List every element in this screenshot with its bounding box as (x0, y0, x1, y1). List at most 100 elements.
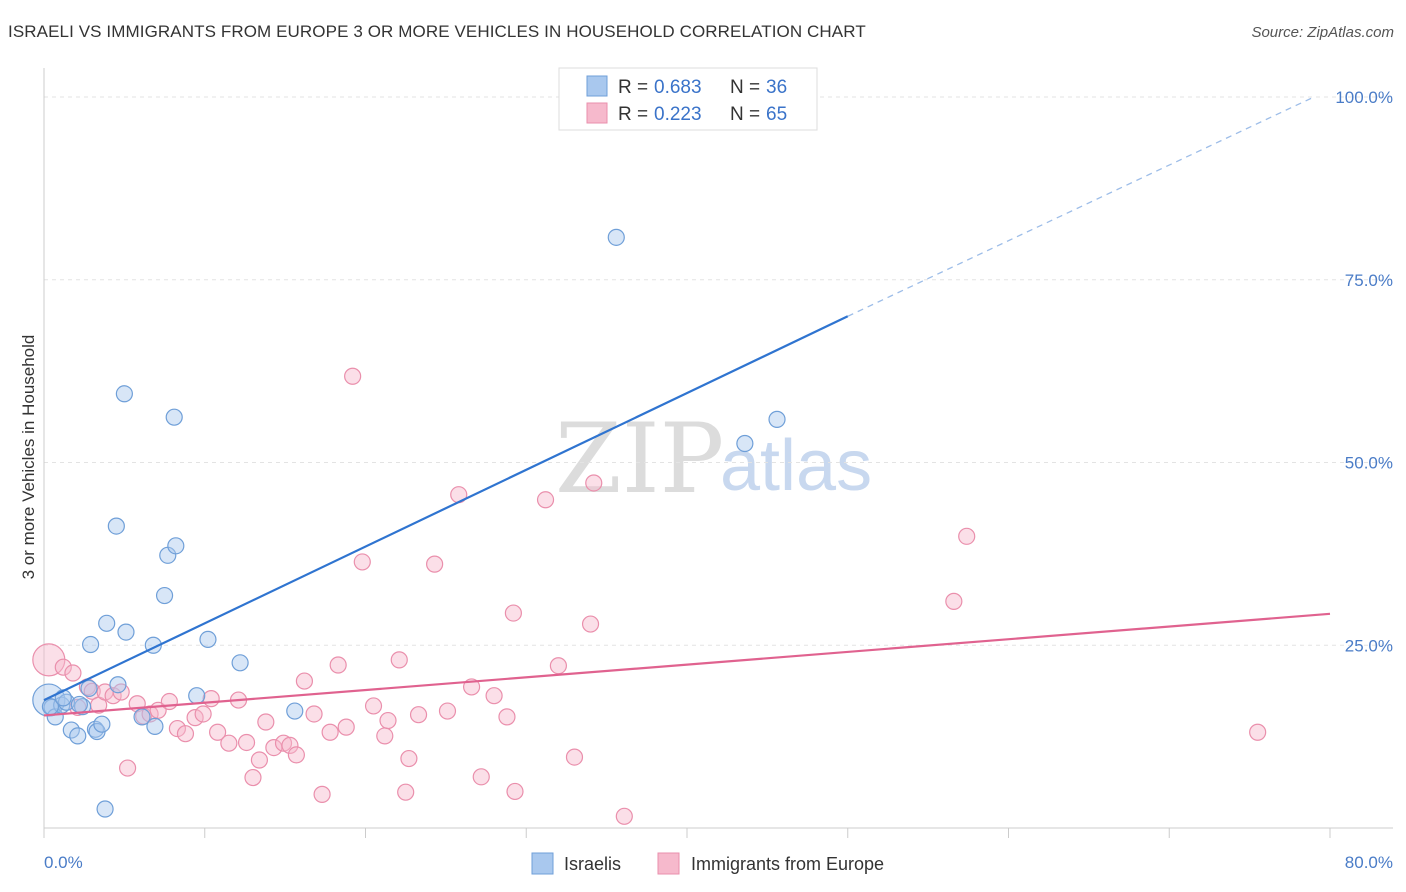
israelis-trend-extension (847, 96, 1315, 317)
x-ticks (43, 828, 1331, 838)
trend-lines (43, 96, 1331, 717)
europe-point-34 (321, 723, 339, 741)
europe-point-29 (281, 736, 299, 754)
source-credit: Source: ZipAtlas.com (1251, 24, 1394, 41)
europe-point-40 (376, 727, 394, 745)
israeli-point-17 (117, 623, 135, 641)
israeli-point-18 (115, 385, 133, 403)
y-axis-title: 3 or more Vehicles in Household (19, 335, 38, 580)
israeli-point-9 (82, 635, 100, 654)
europe-point-39 (364, 697, 383, 715)
europe-point-42 (390, 651, 408, 669)
europe-point-25 (250, 751, 269, 769)
israeli-point-15 (109, 676, 127, 694)
series-legend: Israelis Immigrants from Europe (531, 852, 884, 875)
x-tick-label-min: 0.0% (44, 853, 83, 872)
europe-point-37 (344, 367, 362, 385)
israelis-legend-swatch (586, 75, 608, 97)
europe-point-53 (504, 604, 522, 622)
europe-point-4 (83, 682, 101, 700)
europe-point-50 (472, 768, 490, 786)
europe-n-label: N = (730, 104, 760, 125)
europe-point-26 (257, 713, 275, 731)
europe-point-31 (295, 672, 314, 690)
x-tick-label-max: 80.0% (1345, 853, 1393, 872)
europe-point-47 (438, 702, 457, 720)
israelis-r-value: 0.683 (654, 77, 702, 98)
gridlines (44, 96, 1393, 646)
israeli-points (32, 228, 786, 818)
europe-point-51 (485, 687, 503, 705)
israeli-point-16 (107, 517, 125, 535)
europe-point-35 (329, 656, 347, 674)
europe-points (32, 367, 1267, 825)
y-tick-label-25: 25.0% (1345, 636, 1393, 655)
europe-point-58 (581, 615, 600, 633)
europe-point-56 (549, 657, 568, 675)
israelis-series-swatch (531, 852, 554, 875)
israeli-point-35 (70, 695, 88, 714)
europe-point-14 (160, 692, 178, 711)
europe-legend-swatch (586, 102, 608, 124)
israeli-point-31 (736, 434, 754, 453)
europe-point-62 (958, 527, 976, 545)
europe-point-20 (209, 723, 227, 741)
israeli-point-30 (607, 228, 625, 246)
europe-point-46 (426, 555, 444, 573)
europe-point-2 (64, 664, 82, 682)
europe-series-label: Immigrants from Europe (691, 854, 884, 874)
israelis-series-label: Israelis (564, 854, 621, 874)
israeli-point-28 (231, 654, 249, 672)
europe-point-32 (305, 705, 323, 723)
europe-point-52 (498, 708, 516, 726)
europe-point-28 (274, 734, 293, 752)
europe-point-1 (54, 658, 72, 676)
europe-point-16 (176, 725, 195, 743)
y-tick-label-75: 75.0% (1345, 271, 1393, 290)
stats-legend: R = 0.683 N = 36 R = 0.223 N = 65 (558, 67, 818, 131)
israeli-point-27 (199, 630, 217, 649)
europe-point-7 (104, 687, 122, 705)
watermark-zip: ZIP (555, 403, 724, 515)
europe-r-label: R = (618, 104, 648, 125)
europe-point-18 (194, 705, 212, 723)
israeli-point-21 (146, 717, 164, 735)
europe-point-63 (1249, 723, 1267, 741)
israeli-point-19 (133, 708, 151, 726)
y-tick-labels: 25.0% 50.0% 75.0% 100.0% (1335, 88, 1393, 655)
europe-point-54 (506, 782, 524, 801)
y-tick-label-50: 50.0% (1345, 454, 1393, 473)
israelis-n-label: N = (730, 77, 760, 98)
europe-r-value: 0.223 (654, 104, 702, 125)
europe-point-43 (397, 783, 415, 801)
europe-trend-line (43, 612, 1331, 717)
y-tick-label-100: 100.0% (1335, 88, 1393, 107)
israeli-point-13 (98, 614, 116, 632)
europe-point-60 (615, 807, 633, 825)
europe-point-33 (313, 785, 331, 803)
europe-point-9 (118, 759, 137, 777)
israeli-point-22 (155, 586, 174, 605)
israelis-r-label: R = (618, 77, 648, 98)
europe-point-24 (244, 768, 262, 787)
europe-point-41 (379, 711, 397, 730)
europe-point-23 (237, 733, 256, 752)
israeli-point-26 (188, 687, 206, 705)
europe-point-30 (287, 746, 305, 764)
israeli-point-25 (165, 408, 183, 426)
europe-point-36 (337, 718, 355, 736)
israeli-point-24 (167, 537, 185, 555)
israeli-point-8 (80, 679, 98, 697)
israeli-point-34 (54, 689, 72, 707)
israelis-trend-line (43, 315, 849, 702)
europe-point-38 (353, 553, 371, 571)
israeli-point-5 (62, 721, 80, 739)
europe-point-45 (409, 706, 428, 724)
israeli-point-14 (96, 800, 114, 818)
israeli-point-29 (286, 702, 304, 720)
israelis-n-value: 36 (766, 77, 787, 98)
chart-title: ISRAELI VS IMMIGRANTS FROM EUROPE 3 OR M… (8, 22, 866, 41)
europe-point-21 (220, 734, 238, 752)
israeli-point-32 (768, 410, 786, 428)
